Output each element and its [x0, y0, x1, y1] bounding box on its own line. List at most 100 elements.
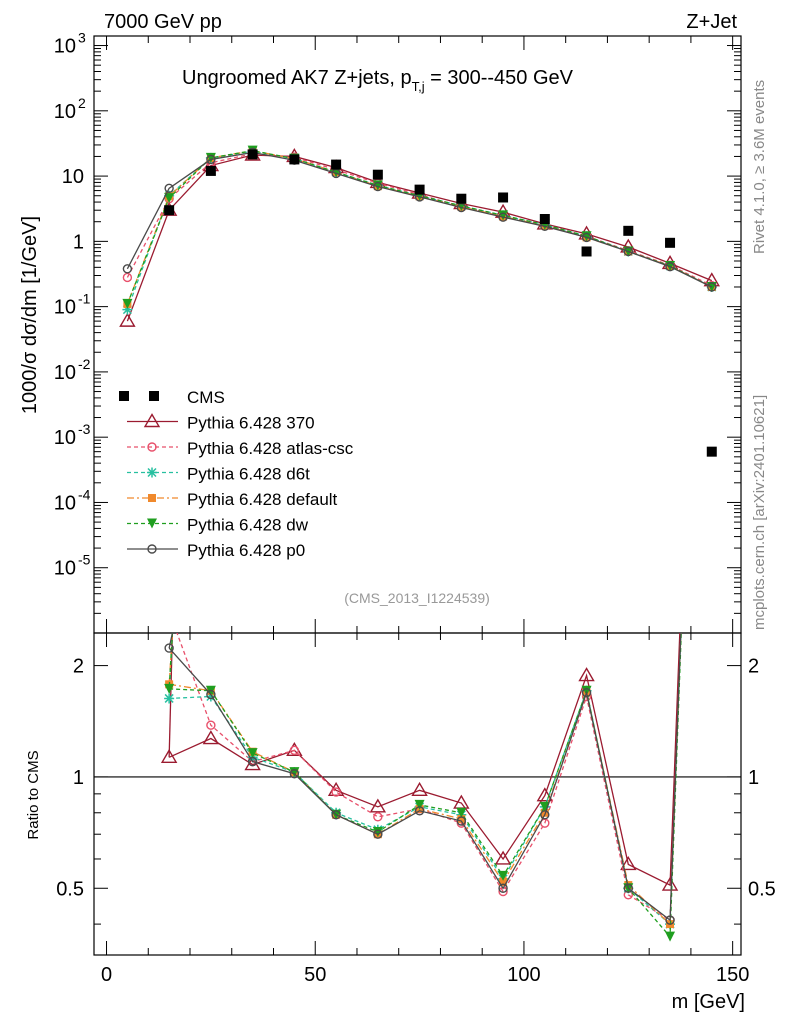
ratio-tick-label: 2 [73, 656, 84, 678]
legend-cms-marker [149, 391, 159, 401]
series-1-ratio-point [165, 608, 173, 616]
y-tick-label: 10 [54, 492, 76, 514]
series-4-ratio-point [289, 767, 300, 778]
series-5-point [122, 264, 133, 274]
cms-data-point [205, 165, 216, 176]
series-0-ratio-point [536, 787, 554, 802]
cms-data-point [247, 149, 258, 160]
series-4-point [205, 152, 216, 163]
series-5-point [206, 154, 216, 165]
series-5-ratio-point [289, 769, 300, 779]
y-tick-label: 10 [54, 558, 76, 580]
cms-data-point [289, 154, 300, 165]
source-label: mcplots.cern.ch [arXiv:2401.10621] [751, 395, 768, 630]
plot-title-main: Ungroomed AK7 Z+jets, p [182, 67, 412, 89]
cms-data-point [456, 193, 467, 204]
main-series-group [119, 145, 720, 457]
y-tick-exponent: 3 [78, 30, 86, 46]
series-5-ratio [164, 633, 682, 925]
legend-label: Pythia 6.428 d6t [187, 465, 310, 484]
cms-data-point [498, 192, 509, 203]
legend-marker [147, 544, 157, 554]
series-0-ratio-line [168, 633, 681, 887]
series-5-ratio-point [456, 816, 467, 826]
series-0-ratio-point [620, 856, 637, 871]
series-4-ratio-point [456, 807, 467, 818]
series-5-point [623, 246, 633, 257]
legend-label: Pythia 6.428 atlas-csc [187, 439, 354, 458]
series-4-point [164, 193, 175, 204]
series-2-point [122, 304, 133, 315]
series-5-point [707, 282, 717, 292]
series-4-ratio-point [539, 801, 550, 812]
legend-marker [143, 413, 161, 428]
series-5-ratio-point [665, 915, 675, 925]
cms-data-point [164, 205, 175, 216]
series-0-ratio-point [494, 850, 512, 865]
y-tick-exponent: -1 [78, 291, 91, 307]
legend: CMS Pythia 6.428 370 Pythia 6.428 atlas-cs… [119, 388, 354, 560]
series-5-ratio-point [331, 810, 341, 820]
series-4-ratio-point [164, 683, 175, 694]
series-0-ratio-lead [168, 633, 174, 758]
series-4-ratio-point [247, 748, 258, 759]
plot-title-rest: = 300--450 GeV [425, 67, 574, 89]
series-1-ratio [165, 608, 682, 925]
series-5-line [126, 151, 713, 288]
plot-title-sub: T,j [412, 79, 425, 94]
series-0-ratio-point [661, 876, 679, 891]
version-label: Rivet 4.1.0, ≥ 3.6M events [751, 80, 768, 254]
series-5-ratio-point [247, 756, 258, 767]
series-4-ratio-point [372, 826, 383, 837]
series-3-ratio-point [499, 877, 508, 886]
legend-marker [148, 494, 156, 502]
series-3-ratio-point [540, 808, 549, 817]
y-tick-exponent: 2 [78, 95, 86, 111]
y-tick-exponent: -3 [78, 421, 91, 437]
x-axis-label: m [GeV] [672, 991, 745, 1013]
y-tick-label: 10 [62, 166, 84, 188]
series-4-point [498, 210, 509, 221]
series-3-ratio-line [169, 633, 682, 926]
series-5-point [373, 181, 383, 192]
series-5-ratio-point [540, 810, 550, 820]
legend-label: CMS [187, 388, 225, 407]
y-tick-label: 10 [54, 297, 76, 319]
legend-label: Pythia 6.428 default [187, 490, 338, 509]
series-0-ratio-point [202, 730, 220, 745]
series-0-ratio-point [411, 781, 428, 797]
legend-label: Pythia 6.428 p0 [187, 541, 305, 560]
series-2-ratio-point [205, 691, 216, 702]
header-right: Z+Jet [686, 11, 737, 33]
cms-data-point [665, 237, 676, 248]
series-5-ratio-lead [168, 633, 174, 649]
series-0-ratio-point [578, 667, 595, 682]
series-5-point [665, 261, 675, 272]
cms-data-point [539, 214, 550, 225]
ratio-plot-frame [93, 632, 742, 956]
series-5-ratio-line [168, 633, 682, 922]
ratio-series-group [160, 608, 682, 942]
y-tick-label: 10 [54, 427, 76, 449]
ratio-tick-label-right: 0.5 [748, 878, 776, 900]
legend-marker [147, 467, 157, 478]
series-3-ratio-point [457, 814, 466, 823]
series-5-point [164, 183, 174, 193]
series-5-ratio-point [414, 806, 425, 816]
series-3-ratio-lead [168, 633, 174, 685]
cms-data-point [372, 169, 383, 180]
series-5-ratio-point [623, 883, 633, 893]
cms-data [164, 149, 717, 457]
series-5-ratio-point [373, 829, 383, 839]
analysis-id: (CMS_2013_I1224539) [344, 590, 490, 606]
series-5-ratio-point [581, 687, 592, 698]
y-tick-exponent: -4 [78, 486, 91, 502]
cms-data-point [331, 159, 342, 170]
series-1-ratio-point [206, 720, 216, 730]
series-1-ratio-lead [171, 633, 173, 634]
series-5-point [498, 212, 508, 222]
series-4-ratio-point [414, 799, 425, 810]
series-4-ratio-point [498, 870, 509, 881]
series-0-ratio-point [286, 741, 303, 757]
legend-label: Pythia 6.428 dw [187, 516, 309, 535]
